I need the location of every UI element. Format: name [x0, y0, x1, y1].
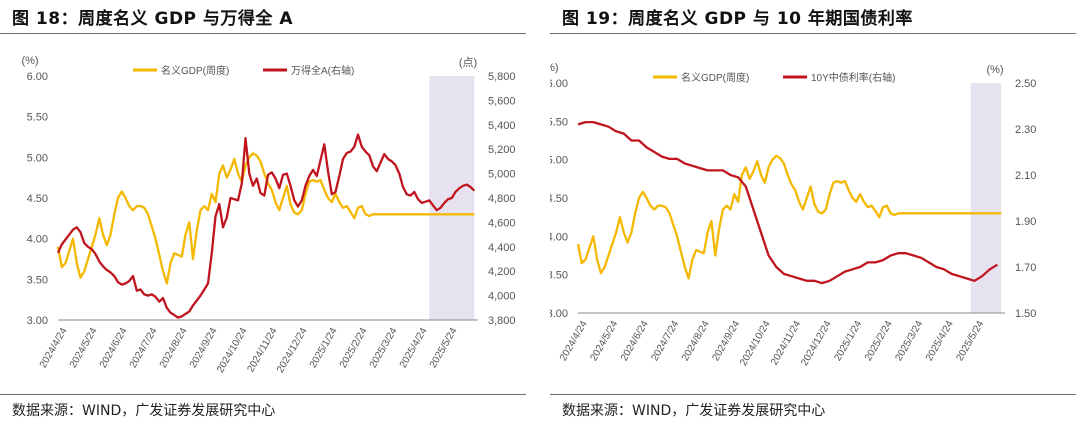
chart-left: 3.00 3.50 4.00 4.50 5.00 5.50 6.00 (%) 3,800 4,00…	[21, 55, 516, 375]
left-tick-label: 4.50	[27, 193, 48, 205]
left-axis-unit: (%)	[550, 62, 559, 74]
x-tick-label: 2024/11/24	[769, 319, 803, 368]
x-tick-label: 2025/1/24	[308, 326, 340, 370]
left-tick-label: 3.00	[550, 308, 568, 320]
left-tick-label: 3.00	[27, 315, 48, 327]
x-tick-label: 2024/12/24	[275, 326, 310, 375]
legend-label: 名义GDP(周度)	[681, 71, 749, 84]
right-tick-label: 4,800	[488, 193, 516, 205]
x-tick-label: 2025/2/24	[338, 326, 370, 370]
x-tick-label: 2025/4/24	[398, 326, 430, 370]
x-tick-label: 2024/10/24	[215, 326, 250, 375]
figure-panel-left: 图 18：周度名义 GDP 与万得全 A 3.00 3.50 4.00 4.50 5.0…	[0, 0, 526, 427]
source-note: 数据来源：WIND，广发证券发展研究中心	[562, 403, 826, 419]
x-tick-label: 2024/5/24	[588, 319, 620, 363]
x-tick-label: 2024/8/24	[680, 319, 712, 363]
right-tick-label: 4,600	[488, 217, 516, 229]
left-tick-label: 5.00	[550, 155, 568, 167]
x-tick-label: 2024/4/24	[558, 319, 590, 363]
right-tick-label: 5,600	[488, 95, 516, 107]
x-tick-label: 2024/6/24	[619, 319, 651, 363]
left-axis-unit: (%)	[21, 55, 38, 67]
right-tick-label: 5,200	[488, 144, 516, 156]
left-tick-label: 4.50	[550, 193, 568, 205]
right-tick-label: 2.30	[1015, 124, 1036, 136]
figure-title: 图 18：周度名义 GDP 与万得全 A	[12, 9, 294, 29]
figure-panel-right: 图 19：周度名义 GDP 与 10 年期国债利率 3.00 3.50 4.00 4.…	[550, 0, 1076, 427]
x-tick-label: 2024/12/24	[799, 319, 834, 368]
source-note: 数据来源：WIND，广发证券发展研究中心	[12, 403, 276, 419]
left-tick-label: 4.00	[27, 234, 48, 246]
x-tick-label: 2024/9/24	[710, 319, 742, 363]
right-axis-unit: (%)	[986, 64, 1003, 76]
series-line-gdp	[576, 154, 1002, 280]
left-tick-label: 5.50	[550, 116, 568, 128]
right-tick-label: 2.10	[1015, 170, 1036, 182]
x-tick-label: 2024/11/24	[245, 326, 279, 375]
left-tick-label: 3.50	[550, 270, 568, 282]
x-tick-label: 2025/5/24	[954, 319, 986, 363]
title-divider	[550, 33, 1076, 34]
right-tick-label: 4,400	[488, 242, 516, 254]
right-tick-label: 5,000	[488, 169, 516, 181]
right-tick-label: 4,200	[488, 266, 516, 278]
left-tick-label: 4.00	[550, 231, 568, 243]
figure-title: 图 19：周度名义 GDP 与 10 年期国债利率	[562, 9, 913, 29]
footer-divider	[550, 394, 1076, 395]
series-line-secondary	[56, 133, 476, 319]
x-tick-label: 2024/8/24	[158, 326, 190, 370]
right-tick-label: 1.90	[1015, 216, 1036, 228]
x-tick-label: 2025/2/24	[863, 319, 895, 363]
right-axis-unit: (点)	[459, 56, 477, 69]
right-tick-label: 5,400	[488, 120, 516, 132]
x-tick-label: 2025/5/24	[428, 326, 460, 370]
left-tick-label: 5.00	[27, 152, 48, 164]
right-tick-label: 1.70	[1015, 262, 1036, 274]
series-line-secondary	[577, 120, 998, 285]
x-tick-label: 2024/6/24	[98, 326, 130, 370]
legend-label: 10Y中债利率(右轴)	[811, 71, 895, 84]
left-tick-label: 5.50	[27, 112, 48, 124]
x-tick-label: 2024/10/24	[738, 319, 773, 368]
right-tick-label: 2.50	[1015, 78, 1036, 90]
x-tick-label: 2025/3/24	[893, 319, 925, 363]
series-line-gdp	[56, 152, 475, 285]
footer-divider	[0, 394, 526, 395]
title-divider	[0, 33, 526, 34]
x-tick-label: 2024/4/24	[38, 326, 70, 370]
left-tick-label: 3.50	[27, 274, 48, 286]
left-tick-label: 6.00	[27, 71, 48, 83]
legend-label: 名义GDP(周度)	[161, 64, 229, 77]
shaded-region	[970, 83, 1002, 313]
x-tick-label: 2024/7/24	[128, 326, 160, 370]
left-tick-label: 6.00	[550, 78, 568, 90]
chart-right: 3.00 3.50 4.00 4.50 5.00 5.50 6.00 (%) 1.50 1.70 1…	[550, 62, 1036, 368]
legend-label: 万得全A(右轴)	[291, 64, 354, 77]
right-tick-label: 1.50	[1015, 308, 1036, 320]
x-tick-label: 2024/7/24	[649, 319, 681, 363]
x-tick-label: 2025/4/24	[924, 319, 956, 363]
right-tick-label: 5,800	[488, 71, 516, 83]
right-tick-label: 4,000	[488, 291, 516, 303]
x-tick-label: 2024/5/24	[68, 326, 100, 370]
right-tick-label: 3,800	[488, 315, 516, 327]
x-tick-label: 2025/3/24	[368, 326, 400, 370]
x-tick-label: 2024/9/24	[188, 326, 220, 370]
x-tick-label: 2025/1/24	[832, 319, 864, 363]
